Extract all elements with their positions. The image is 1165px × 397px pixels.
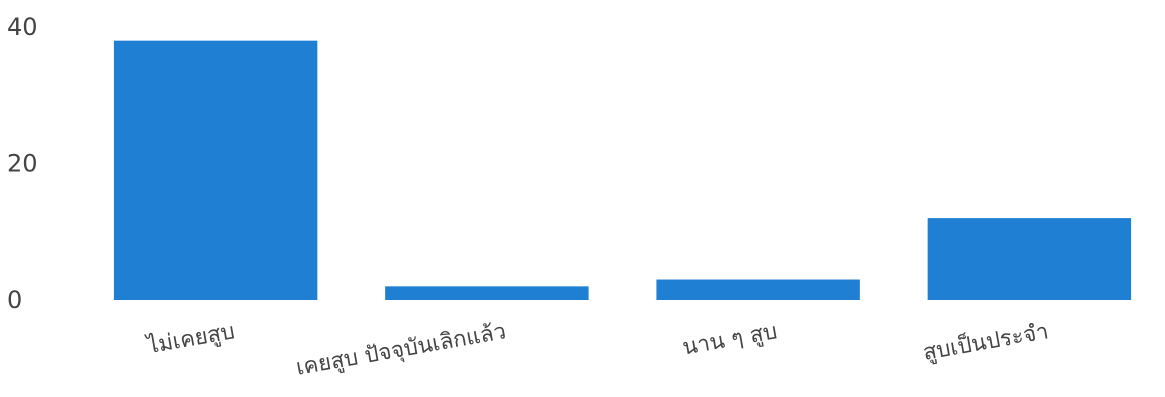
x-axis-ticks: ไม่เคยสูบ เคยสูบ ปัจจุบันเลิกแล้ว นาน ๆ สู… (143, 316, 1050, 380)
y-tick-label-20: 20 (7, 150, 38, 178)
y-tick-label-0: 0 (7, 286, 22, 314)
x-tick-label-2: นาน ๆ สูบ (681, 319, 780, 360)
bars-group (113, 40, 1132, 301)
bar-item-1 (385, 286, 589, 300)
x-tick-label-0: ไม่เคยสูบ (143, 318, 236, 359)
bar-item-3 (927, 218, 1132, 300)
x-tick-label-1: เคยสูบ ปัจจุบันเลิกแล้ว (294, 319, 508, 381)
y-tick-label-40: 40 (7, 13, 38, 41)
bar-item-0 (113, 40, 318, 301)
bar-item-2 (656, 279, 860, 300)
y-axis-ticks: 0 20 40 (7, 13, 38, 314)
x-tick-label-3: สูบเป็นประจำ (921, 316, 1051, 366)
